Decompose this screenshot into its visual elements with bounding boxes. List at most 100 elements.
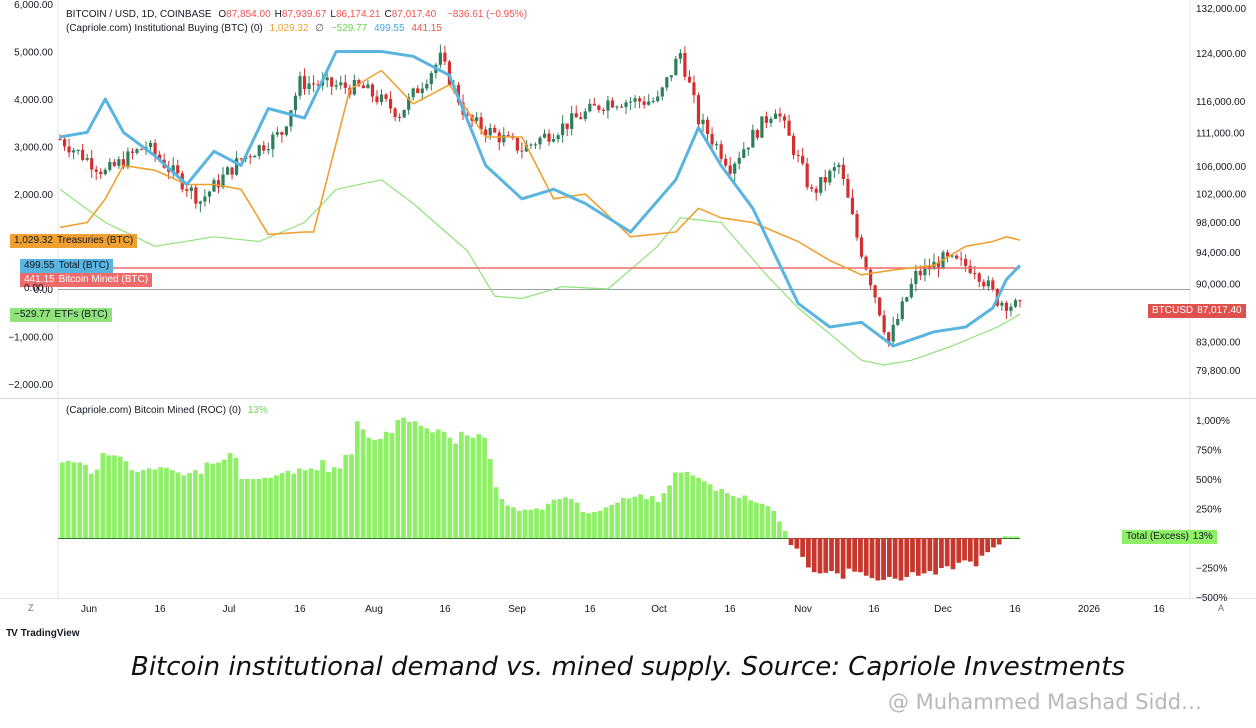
indicator2-value: 13%: [247, 405, 268, 416]
candle-up: [665, 77, 669, 88]
candle-down: [887, 332, 891, 342]
candle-up: [334, 85, 338, 87]
roc-bar-positive: [632, 496, 638, 538]
candle-down: [58, 139, 62, 141]
indicator1-mined: 441.15: [411, 23, 442, 34]
candle-down: [361, 85, 365, 89]
indicator1-name: (Capriole.com) Institutional Buying (BTC…: [66, 23, 263, 34]
roc-bar-positive: [262, 477, 268, 538]
mined-tag: 441.15 Bitcoin Mined (BTC): [20, 273, 153, 287]
candle-down: [728, 165, 732, 174]
roc-bar-positive: [551, 499, 557, 538]
roc-bar-positive: [112, 455, 117, 538]
roc-tick-label: 1,000%: [1196, 416, 1230, 427]
right-tick-label: 116,000.00: [1196, 97, 1246, 108]
roc-bar-positive: [88, 473, 94, 538]
candle-up: [678, 53, 682, 59]
candle-down: [964, 258, 968, 266]
roc-bar-positive: [730, 496, 736, 538]
roc-bar-positive: [83, 464, 88, 538]
candle-up: [733, 163, 737, 174]
candle-down: [375, 96, 379, 103]
roc-bar-positive: [470, 437, 476, 538]
x-tick-label: 2026: [1078, 604, 1101, 615]
roc-bar-positive: [366, 437, 372, 538]
candle-down: [642, 101, 646, 105]
candle-down: [416, 88, 420, 94]
candle-down: [216, 180, 221, 188]
roc-bar-positive: [406, 421, 412, 538]
candle-up: [900, 301, 904, 319]
ohlc-values: O87,854.00 H87,939.67 L86,174.21 C87,017.40: [218, 9, 440, 20]
ohlc-value: 87,854.00: [226, 9, 271, 20]
candle-up: [488, 127, 492, 136]
roc-bar-positive: [459, 431, 464, 538]
roc-bar-negative: [991, 538, 996, 548]
roc-bar-positive: [574, 502, 580, 538]
candle-up: [379, 94, 384, 103]
candle-up: [583, 111, 587, 119]
roc-bar-positive: [349, 454, 354, 538]
x-tick-label: Dec: [934, 604, 952, 615]
candle-up: [715, 144, 719, 146]
roc-bar-positive: [725, 493, 730, 538]
candle-up: [832, 167, 836, 171]
auto-scale-left-button[interactable]: Z: [28, 603, 34, 613]
treasuries-tag-label: Treasuries (BTC): [56, 235, 134, 246]
roc-bar-negative: [910, 538, 915, 573]
right-tick-label: 83,000.00: [1196, 338, 1241, 349]
candle-down: [121, 159, 125, 168]
candle-down: [868, 269, 873, 286]
roc-bar-positive: [580, 512, 586, 538]
etfs-tag-value: −529.77: [14, 309, 51, 320]
roc-bar-positive: [326, 471, 331, 538]
etfs-tag: −529.77 ETFs (BTC): [10, 308, 112, 322]
roc-bar-positive: [135, 471, 140, 538]
tradingview-logo[interactable]: TV TradingView: [6, 628, 80, 639]
roc-bar-positive: [273, 475, 279, 538]
roc-bar-negative: [811, 538, 817, 573]
roc-bar-negative: [904, 538, 910, 577]
candle-down: [62, 139, 67, 147]
candle-up: [837, 164, 841, 168]
candle-down: [230, 167, 234, 175]
candle-down: [280, 132, 284, 135]
candle-down: [592, 103, 596, 106]
candle-down: [330, 77, 334, 87]
roc-bar-negative: [886, 538, 892, 577]
candle-down: [176, 165, 180, 174]
candle-up: [647, 101, 651, 105]
candle-up: [126, 151, 130, 168]
auto-scale-right-button[interactable]: A: [1218, 603, 1225, 613]
roc-bar-positive: [557, 499, 563, 538]
ohlc-value: 87,939.67: [281, 9, 327, 20]
x-tick-label: Sep: [508, 604, 526, 615]
roc-bar-positive: [441, 431, 447, 538]
candle-up: [674, 58, 678, 76]
candle-up: [538, 137, 542, 145]
candle-up: [366, 84, 370, 89]
roc-bars: [60, 417, 1019, 581]
candle-up: [76, 149, 80, 151]
indicator2-legend[interactable]: (Capriole.com) Bitcoin Mined (ROC) (0) 1…: [66, 405, 272, 416]
candle-down: [547, 133, 551, 142]
candle-down: [710, 133, 714, 145]
candle-down: [955, 255, 959, 259]
candle-up: [307, 83, 311, 90]
roc-bar-positive: [765, 506, 771, 538]
candle-down: [515, 137, 519, 151]
candle-up: [524, 144, 529, 152]
candle-down: [67, 146, 71, 153]
indicator1-legend[interactable]: (Capriole.com) Institutional Buying (BTC…: [66, 23, 446, 34]
candle-down: [791, 135, 796, 155]
candle-up: [950, 255, 954, 257]
candle-down: [638, 98, 642, 102]
candle-up: [701, 119, 705, 125]
candle-up: [253, 155, 257, 158]
candle-up: [438, 52, 442, 65]
candle-up: [751, 130, 755, 148]
right-tick-label: 79,800.00: [1196, 366, 1241, 377]
x-tick-label: 16: [584, 604, 596, 615]
tv-logo-icon: TV: [6, 628, 18, 639]
